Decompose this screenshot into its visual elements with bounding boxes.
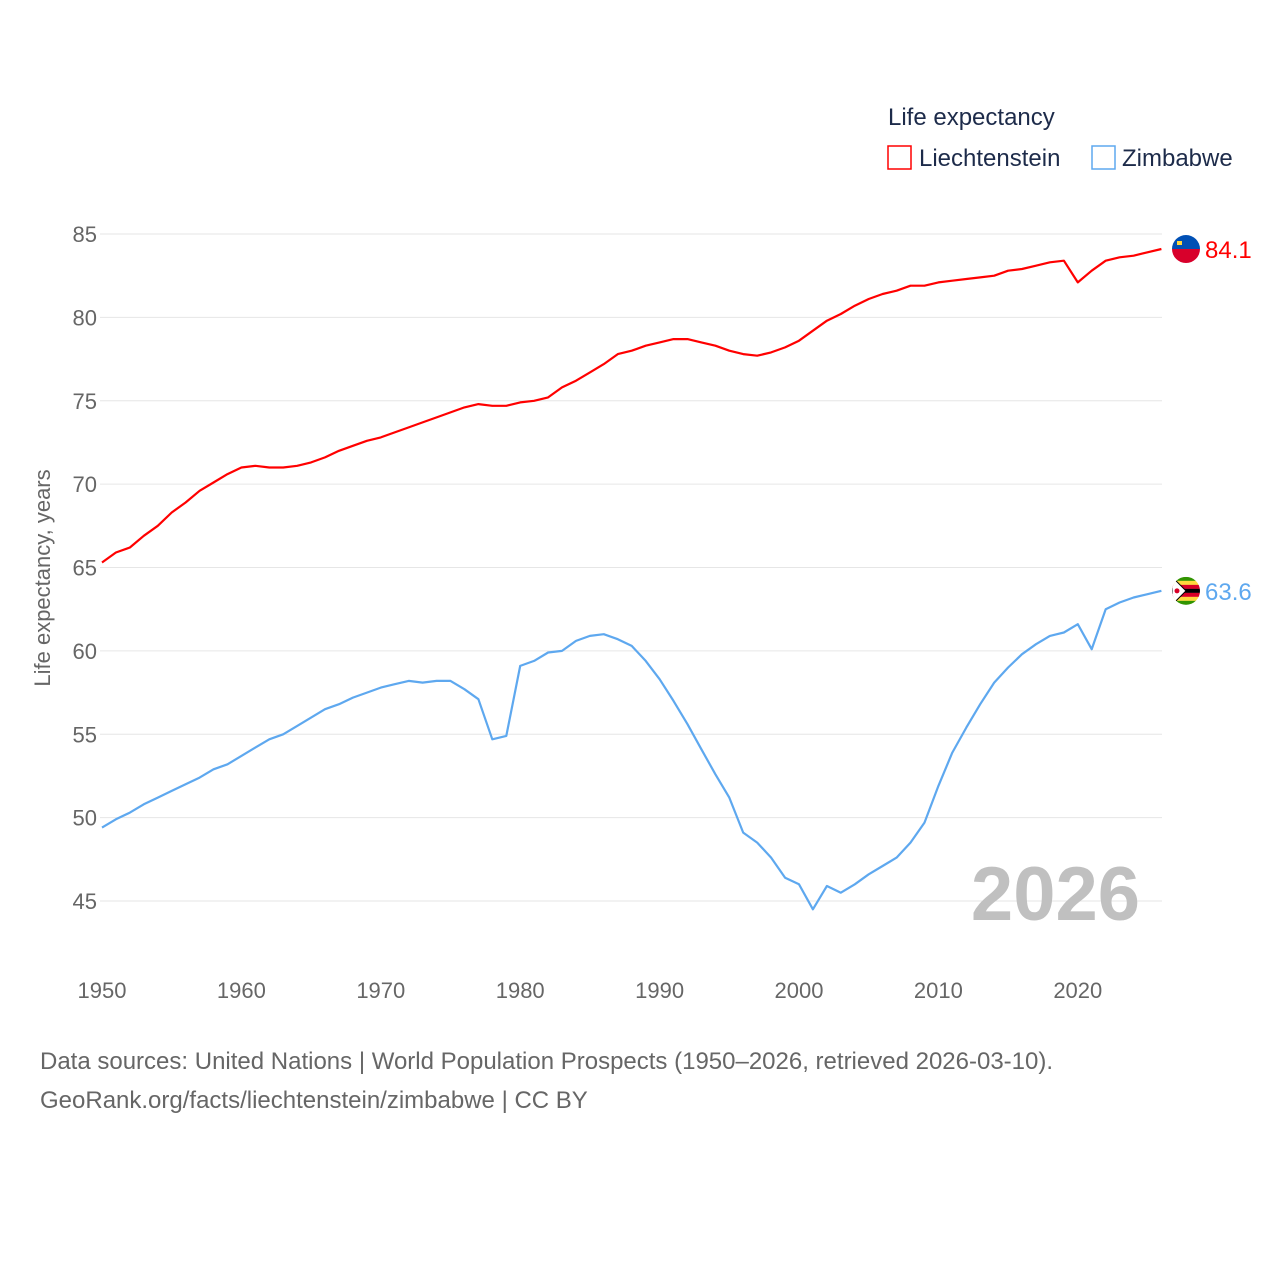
y-tick-label: 45 bbox=[73, 889, 97, 914]
end-value-label-liechtenstein: 84.1 bbox=[1205, 237, 1252, 264]
y-tick-label: 80 bbox=[73, 305, 97, 330]
series-end-labels: 84.1 63.6 bbox=[1172, 235, 1252, 606]
x-tick-label: 2010 bbox=[914, 978, 963, 1003]
legend-label-zimbabwe: Zimbabwe bbox=[1122, 145, 1233, 172]
legend-swatch-liechtenstein bbox=[887, 145, 912, 170]
source-note: Data sources: United Nations | World Pop… bbox=[40, 1048, 1053, 1075]
end-value-label-zimbabwe: 63.6 bbox=[1205, 579, 1252, 606]
y-axis-label: Life expectancy, years bbox=[30, 469, 55, 686]
liechtenstein-flag-icon bbox=[1172, 235, 1200, 264]
legend: Life expectancy Liechtenstein Zimbabwe bbox=[887, 104, 1233, 172]
legend-title: Life expectancy bbox=[888, 104, 1055, 131]
y-tick-label: 50 bbox=[73, 806, 97, 831]
watermark-year: 2026 bbox=[971, 852, 1140, 937]
zimbabwe-flag-icon bbox=[1172, 576, 1200, 605]
legend-item-zimbabwe[interactable]: Zimbabwe bbox=[1091, 145, 1233, 172]
x-tick-label: 1950 bbox=[78, 978, 127, 1003]
y-tick-label: 65 bbox=[73, 556, 97, 581]
x-tick-label: 1960 bbox=[217, 978, 266, 1003]
x-tick-label: 2020 bbox=[1053, 978, 1102, 1003]
y-tick-label: 60 bbox=[73, 639, 97, 664]
y-tick-label: 70 bbox=[73, 472, 97, 497]
legend-item-liechtenstein[interactable]: Liechtenstein bbox=[887, 145, 1060, 172]
credit-link[interactable]: GeoRank.org/facts/liechtenstein/zimbabwe… bbox=[40, 1087, 588, 1114]
x-tick-label: 1980 bbox=[496, 978, 545, 1003]
y-tick-label: 85 bbox=[73, 222, 97, 247]
y-tick-label: 75 bbox=[73, 389, 97, 414]
legend-label-liechtenstein: Liechtenstein bbox=[919, 145, 1060, 172]
gridlines bbox=[100, 233, 1162, 902]
series-line-zimbabwe bbox=[101, 589, 1162, 911]
series-line-liechtenstein bbox=[101, 247, 1162, 564]
x-tick-label: 1990 bbox=[635, 978, 684, 1003]
x-tick-label: 1970 bbox=[356, 978, 405, 1003]
legend-swatch-zimbabwe bbox=[1091, 145, 1116, 170]
x-axis-ticks: 1950 1960 1970 1980 1990 2000 2010 2020 bbox=[78, 978, 1103, 1003]
y-tick-label: 55 bbox=[73, 722, 97, 747]
series-lines bbox=[101, 247, 1162, 911]
x-tick-label: 2000 bbox=[775, 978, 824, 1003]
y-axis-ticks: 45 50 55 60 65 70 75 80 85 bbox=[73, 222, 97, 914]
